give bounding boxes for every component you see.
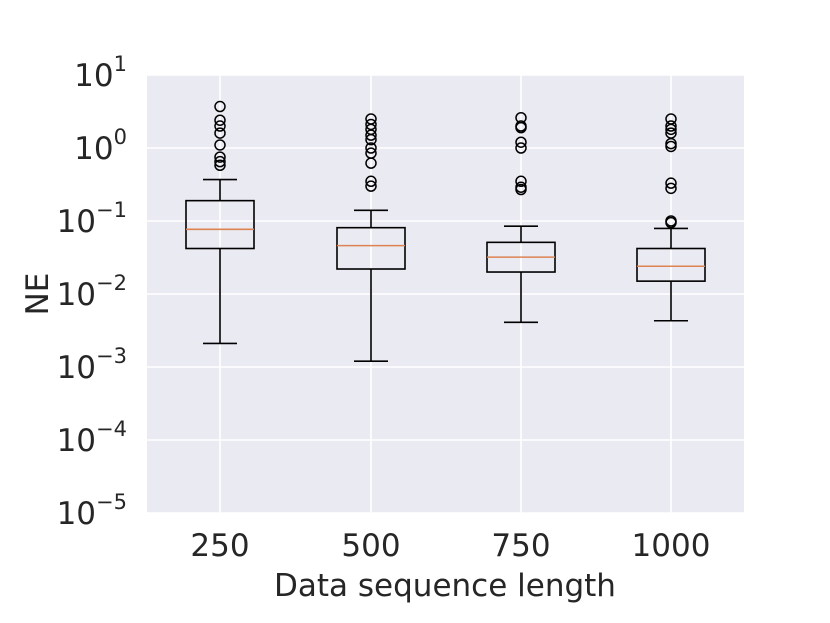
box-body [185, 199, 255, 250]
outlier-point [665, 182, 677, 195]
outlier-point [365, 142, 377, 154]
y-tick-label: 10−2 [57, 271, 127, 313]
outlier-point [515, 121, 527, 134]
y-axis-label: NE [20, 273, 56, 316]
outlier-point [665, 120, 677, 132]
outlier-point [665, 123, 677, 136]
outlier-point [665, 216, 677, 229]
outlier-point [515, 136, 527, 148]
outlier-point [515, 183, 527, 196]
outlier-point [665, 177, 677, 189]
outlier-point [365, 133, 377, 146]
box-body [336, 226, 406, 270]
outlier-point [214, 159, 226, 172]
outlier-point [214, 100, 226, 113]
outlier-point [665, 140, 677, 153]
x-tick-label: 1000 [632, 528, 711, 564]
x-axis-label: Data sequence length [274, 568, 616, 604]
box-500 [336, 113, 406, 363]
y-tick-label: 10−3 [57, 344, 127, 386]
outlier-point [365, 129, 377, 141]
x-tick-label: 250 [190, 528, 249, 564]
y-tick-label: 10−1 [57, 198, 127, 240]
outlier-point [365, 175, 377, 188]
outlier-point [214, 114, 226, 126]
outlier-point [515, 142, 527, 154]
y-tick-label: 10−4 [57, 417, 127, 459]
outlier-point [214, 155, 226, 168]
outlier-point [214, 151, 226, 163]
y-tick-label: 10−5 [57, 490, 127, 532]
y-tick-label: 100 [74, 125, 127, 167]
box-body [636, 247, 706, 282]
x-tick-label: 500 [341, 528, 400, 564]
outlier-point [665, 137, 677, 150]
x-tick-label: 750 [491, 528, 550, 564]
box-250 [185, 100, 255, 345]
outlier-point [214, 139, 226, 151]
x-tick-labels: 250 500 750 1000 [190, 528, 710, 564]
outlier-point [365, 180, 377, 192]
outlier-point [515, 175, 527, 188]
box-1000 [636, 113, 706, 322]
y-tick-label: 101 [74, 52, 127, 94]
outlier-point [214, 127, 226, 139]
outlier-point [214, 120, 226, 132]
y-tick-labels: 101 100 10−1 10−2 10−3 10−4 10−5 [57, 52, 127, 532]
box-750 [486, 111, 556, 324]
box-series [185, 100, 706, 363]
outlier-point [365, 157, 377, 169]
